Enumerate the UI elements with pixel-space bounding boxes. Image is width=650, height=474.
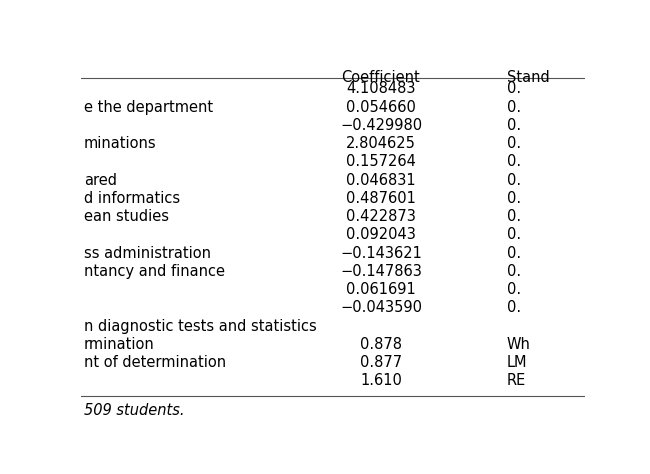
Text: ean studies: ean studies [84, 209, 169, 224]
Text: LM: LM [507, 355, 527, 370]
Text: 0.877: 0.877 [360, 355, 402, 370]
Text: 0.: 0. [507, 246, 521, 261]
Text: 509 students.: 509 students. [84, 403, 184, 419]
Text: 0.054660: 0.054660 [346, 100, 416, 115]
Text: −0.429980: −0.429980 [340, 118, 422, 133]
Text: 0.: 0. [507, 209, 521, 224]
Text: −0.043590: −0.043590 [340, 301, 422, 316]
Text: 0.: 0. [507, 136, 521, 151]
Text: Stand: Stand [507, 70, 550, 85]
Text: rmination: rmination [84, 337, 155, 352]
Text: 0.: 0. [507, 118, 521, 133]
Text: −0.143621: −0.143621 [340, 246, 422, 261]
Text: 0.: 0. [507, 82, 521, 97]
Text: −0.147863: −0.147863 [340, 264, 422, 279]
Text: 0.: 0. [507, 228, 521, 243]
Text: RE: RE [507, 374, 526, 389]
Text: Wh: Wh [507, 337, 531, 352]
Text: 0.046831: 0.046831 [346, 173, 416, 188]
Text: 0.: 0. [507, 282, 521, 297]
Text: 4.108483: 4.108483 [346, 82, 416, 97]
Text: 0.: 0. [507, 155, 521, 170]
Text: ared: ared [84, 173, 117, 188]
Text: n diagnostic tests and statistics: n diagnostic tests and statistics [84, 319, 317, 334]
Text: 0.: 0. [507, 191, 521, 206]
Text: 0.092043: 0.092043 [346, 228, 416, 243]
Text: ntancy and finance: ntancy and finance [84, 264, 225, 279]
Text: e the department: e the department [84, 100, 213, 115]
Text: Coefficient: Coefficient [342, 70, 421, 85]
Text: 1.610: 1.610 [360, 374, 402, 389]
Text: 0.487601: 0.487601 [346, 191, 416, 206]
Text: 0.422873: 0.422873 [346, 209, 416, 224]
Text: 0.061691: 0.061691 [346, 282, 416, 297]
Text: 0.: 0. [507, 173, 521, 188]
Text: 0.: 0. [507, 301, 521, 316]
Text: 0.878: 0.878 [360, 337, 402, 352]
Text: minations: minations [84, 136, 157, 151]
Text: 0.157264: 0.157264 [346, 155, 416, 170]
Text: 0.: 0. [507, 100, 521, 115]
Text: d informatics: d informatics [84, 191, 180, 206]
Text: ss administration: ss administration [84, 246, 211, 261]
Text: 0.: 0. [507, 264, 521, 279]
Text: 2.804625: 2.804625 [346, 136, 416, 151]
Text: nt of determination: nt of determination [84, 355, 226, 370]
